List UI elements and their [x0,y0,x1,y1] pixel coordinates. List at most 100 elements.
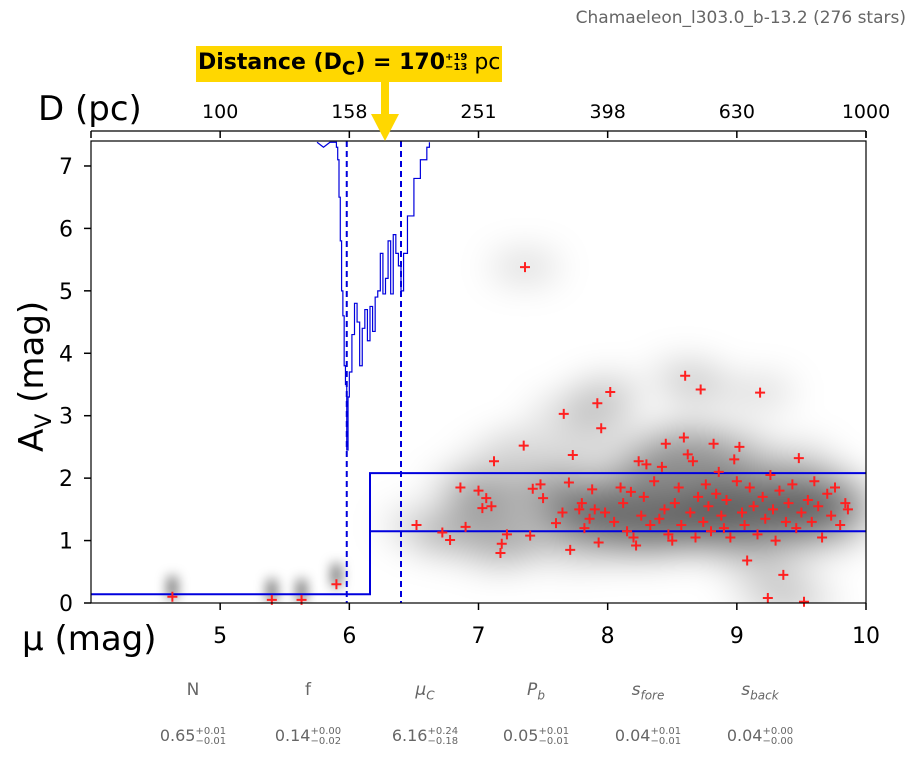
star-marker [682,449,693,460]
star-marker [667,535,678,546]
model-bands [91,141,866,603]
chart-subtitle: Chamaeleon_l303.0_b-13.2 (276 stars) [575,8,906,28]
star-marker [527,483,538,494]
star-marker [625,486,636,497]
star-marker [538,493,549,504]
star-marker [567,450,578,461]
density-blob [770,587,838,603]
star-marker [716,510,727,521]
star-marker [783,498,794,509]
star-marker [739,519,750,530]
star-marker [565,544,576,555]
star-marker [660,438,671,449]
star-marker [840,498,851,509]
star-marker [813,501,824,512]
star-marker [669,498,680,509]
star-marker [752,529,763,540]
star-marker [742,555,753,566]
x-tick-label: 8 [601,624,615,649]
banner-unit: pc [467,50,501,75]
star-marker [721,494,732,505]
star-marker [835,519,846,530]
star-marker [793,453,804,464]
probability-trace [316,141,431,451]
star-marker [437,527,448,538]
stat-name: sback [741,680,779,703]
banner-plus: +19 [445,52,468,63]
banner-arrow-head [371,114,399,141]
star-marker [737,507,747,518]
y-tick-label: 6 [59,217,73,242]
star-marker [757,491,768,502]
stat-value: 6.16+0.24 −0.18 [391,725,459,747]
banner-arrow-shaft [381,82,389,114]
star-marker [167,591,178,602]
density-blur-layer [382,253,866,603]
distance-banner: Distance (DC) = 170+19 −13 pc [196,46,503,82]
star-marker [706,526,716,537]
star-marker [778,569,789,580]
star-marker [584,513,595,524]
star-marker [520,262,530,273]
lower-band-line [369,530,866,595]
star-marker [579,523,590,534]
star-points [167,262,853,607]
star-marker [802,494,813,505]
star-marker [708,438,719,449]
star-marker [656,461,667,472]
star-marker [774,485,785,496]
star-marker [609,516,620,527]
star-marker [622,526,633,537]
star-marker [760,513,771,524]
star-marker [765,470,776,481]
stat-value: 0.04+0.01 −0.01 [614,725,682,747]
top-tick-label: 1000 [842,101,890,123]
star-marker [799,596,809,607]
star-marker [718,523,729,534]
stat-name: sfore [631,680,665,703]
banner-errors: +19 −13 [445,53,467,73]
star-marker [477,503,488,514]
star-marker [605,386,616,397]
star-marker [806,516,817,527]
stat-value: 0.65+0.01 −0.01 [159,725,227,747]
banner-label: Distance (D [198,50,342,75]
star-marker [711,488,722,499]
star-marker [676,519,687,530]
star-marker [729,454,740,465]
star-marker [631,540,642,551]
star-marker [481,493,492,504]
star-marker [557,507,568,518]
star-marker [589,504,600,515]
star-marker [641,459,652,470]
density-column [267,579,276,602]
star-marker [693,491,704,502]
y-tick-label: 0 [59,592,73,617]
star-marker [755,387,766,398]
y-tick-label: 5 [59,280,73,305]
top-axis-label: D (pc) [38,89,142,129]
star-marker [700,479,711,490]
stat-name: μC [415,680,435,703]
x-axis-label: μ (mag) [22,619,157,659]
star-marker [576,498,587,509]
y-tick-label: 3 [59,405,73,430]
star-marker [830,482,840,493]
density-column [168,576,177,599]
y-tick-label: 2 [59,467,73,492]
star-marker [587,484,598,495]
top-tick-label: 398 [590,101,626,123]
star-marker [563,477,574,488]
star-marker [673,482,684,493]
star-marker [645,519,656,530]
star-marker [680,370,691,381]
star-marker [695,384,706,395]
star-marker [809,476,820,487]
stat-name: N [186,680,200,700]
top-tick-label: 100 [202,101,238,123]
x-tick-label: 6 [342,624,356,649]
star-marker [501,529,512,540]
star-marker [687,456,698,467]
star-marker [690,532,701,543]
